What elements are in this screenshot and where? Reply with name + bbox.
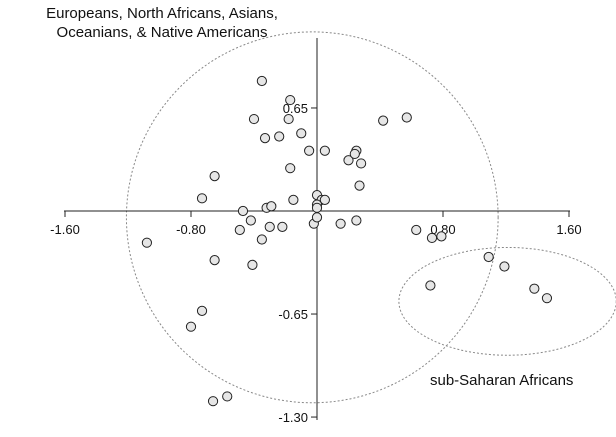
data-point bbox=[222, 391, 233, 402]
data-point bbox=[209, 255, 220, 266]
data-point bbox=[335, 218, 346, 229]
data-point bbox=[319, 145, 330, 156]
data-point bbox=[311, 212, 323, 223]
data-point bbox=[499, 261, 510, 272]
data-point bbox=[209, 171, 220, 182]
data-point bbox=[237, 205, 249, 217]
data-point bbox=[277, 221, 288, 232]
data-point bbox=[259, 132, 271, 144]
data-point bbox=[354, 180, 365, 191]
data-point bbox=[436, 231, 447, 242]
data-point bbox=[285, 163, 296, 174]
data-point bbox=[411, 224, 422, 236]
data-point bbox=[283, 113, 294, 125]
data-point bbox=[234, 224, 245, 236]
cluster-label-eurasian: Europeans, North Africans, Asians, Ocean… bbox=[2, 4, 322, 42]
cluster-ellipse-1 bbox=[398, 246, 616, 356]
x-tick-label: 0.80 bbox=[430, 222, 455, 237]
data-point bbox=[266, 201, 277, 212]
data-point bbox=[311, 202, 323, 213]
axis-ticks: -1.60 -0.80 0.80 1.600.65-0.65-1.30 bbox=[50, 101, 581, 425]
data-point bbox=[245, 215, 256, 226]
data-point bbox=[529, 283, 540, 294]
data-point bbox=[426, 232, 438, 244]
data-point bbox=[141, 237, 152, 248]
data-point bbox=[288, 194, 299, 206]
data-point bbox=[247, 259, 258, 270]
cluster-label-eurasian-line2: Oceanians, & Native Americans bbox=[56, 24, 268, 41]
data-point bbox=[378, 115, 389, 126]
data-point bbox=[541, 293, 553, 304]
data-point bbox=[256, 234, 267, 245]
x-tick-label: 1.60 bbox=[556, 222, 581, 237]
x-tick-label: -0.80 bbox=[176, 222, 206, 237]
data-point bbox=[356, 158, 367, 169]
axes bbox=[64, 38, 570, 420]
data-point bbox=[274, 131, 285, 142]
data-point bbox=[304, 145, 315, 156]
data-point bbox=[319, 194, 330, 206]
data-point bbox=[196, 305, 208, 316]
y-tick-label: -1.30 bbox=[278, 410, 308, 425]
data-point bbox=[264, 221, 275, 232]
cluster-ellipse-0 bbox=[125, 31, 499, 404]
cluster-label-eurasian-line1: Europeans, North Africans, Asians, bbox=[46, 5, 278, 22]
data-point bbox=[349, 148, 360, 160]
data-point bbox=[351, 215, 362, 226]
data-point bbox=[425, 280, 436, 291]
data-point bbox=[343, 155, 354, 166]
data-point bbox=[483, 251, 494, 263]
data-point bbox=[296, 128, 307, 139]
data-point bbox=[401, 112, 412, 123]
cluster-label-sub-saharan: sub-Saharan Africans bbox=[430, 372, 574, 389]
data-point bbox=[207, 396, 219, 407]
data-points bbox=[141, 75, 553, 407]
data-point bbox=[256, 75, 267, 87]
cluster-ellipses bbox=[125, 31, 616, 404]
data-point bbox=[285, 94, 296, 106]
data-point bbox=[196, 193, 208, 204]
y-tick-label: -0.65 bbox=[278, 307, 308, 322]
data-point bbox=[248, 113, 260, 125]
data-point bbox=[185, 321, 197, 332]
x-tick-label: -1.60 bbox=[50, 222, 80, 237]
